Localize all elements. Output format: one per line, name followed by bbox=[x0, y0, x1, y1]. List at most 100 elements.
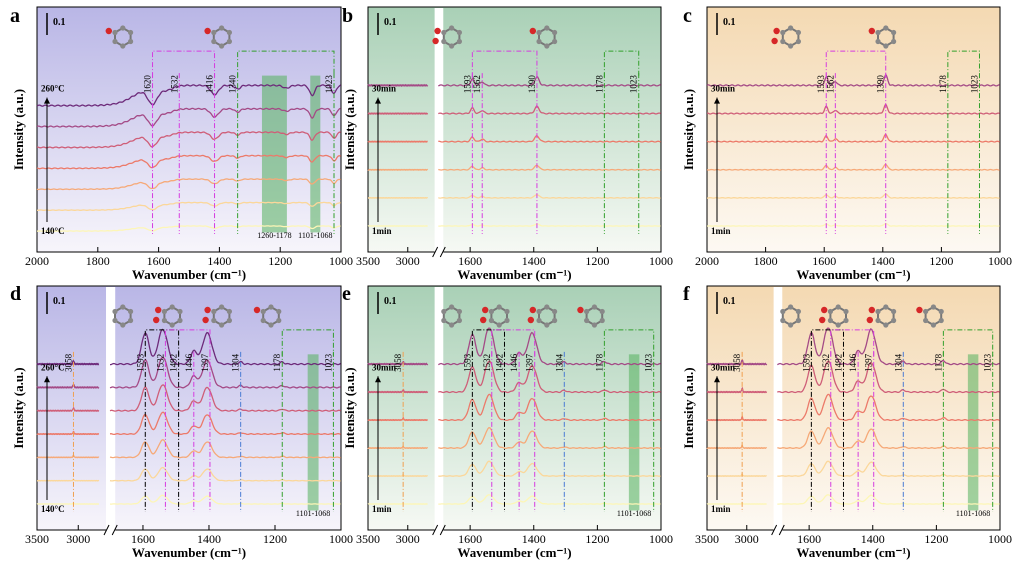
spectrum-line bbox=[438, 327, 661, 366]
scale-label: 0.1 bbox=[723, 296, 736, 307]
molecule-phenol bbox=[529, 25, 558, 49]
spectrum-line bbox=[777, 494, 1000, 505]
spectrum-line bbox=[109, 466, 341, 482]
molecule-oxygen bbox=[155, 306, 162, 314]
molecule-atom bbox=[496, 304, 502, 310]
molecule-atom bbox=[488, 317, 495, 324]
x-tick-label: 1000 bbox=[329, 532, 353, 546]
x-tick-label: 1600 bbox=[812, 254, 836, 268]
molecule-atom bbox=[536, 317, 542, 324]
x-tick-label: 2000 bbox=[25, 254, 49, 268]
x-tick-label: 2000 bbox=[695, 254, 719, 268]
x-tick-label: 1600 bbox=[147, 254, 171, 268]
molecule-atom bbox=[544, 43, 550, 49]
molecule-atom bbox=[112, 29, 118, 36]
x-tick-label: 1200 bbox=[585, 254, 609, 268]
spectrum-line bbox=[438, 223, 661, 227]
x-tick-label: 3000 bbox=[396, 532, 420, 546]
molecule-atom bbox=[456, 29, 462, 36]
molecule-atom bbox=[923, 317, 929, 324]
molecule-atom bbox=[226, 29, 232, 36]
molecule-oxygen bbox=[153, 316, 160, 324]
molecule-atom bbox=[120, 43, 126, 49]
x-tick-label: 1400 bbox=[871, 254, 895, 268]
series-start-label: 1min bbox=[711, 226, 731, 236]
x-tick-label: 1000 bbox=[988, 254, 1012, 268]
peak-label: 1178 bbox=[594, 353, 604, 371]
molecule-atom bbox=[441, 317, 447, 324]
spectrum-line bbox=[367, 112, 429, 115]
x-tick-label: 1000 bbox=[988, 532, 1012, 546]
molecule-atom bbox=[552, 317, 558, 324]
highlight-band bbox=[310, 75, 321, 233]
spectrum-line bbox=[438, 164, 661, 171]
spectrum-line bbox=[706, 222, 1000, 227]
axis-break-gap bbox=[773, 287, 783, 529]
plot-area bbox=[36, 6, 342, 253]
peak-label: 1446 bbox=[184, 353, 194, 372]
x-tick-label: 1200 bbox=[929, 254, 953, 268]
molecule-atom bbox=[591, 322, 598, 328]
y-axis-label: Intensity (a.u.) bbox=[11, 89, 26, 170]
y-axis-label: Intensity (a.u.) bbox=[681, 89, 696, 170]
group-bracket bbox=[491, 329, 536, 356]
x-tick-label: 1000 bbox=[329, 254, 353, 268]
molecule-benzaldehyde bbox=[105, 25, 134, 49]
molecule-atom bbox=[930, 304, 937, 310]
molecule-atom bbox=[875, 29, 881, 36]
spectrum-line bbox=[706, 358, 768, 366]
spectrum-line bbox=[36, 502, 99, 505]
plot-area bbox=[367, 6, 662, 253]
molecule-benzene bbox=[112, 304, 134, 328]
peak-label: 1023 bbox=[629, 75, 639, 94]
spectrum-line bbox=[438, 134, 661, 143]
x-tick-label: 3500 bbox=[25, 532, 49, 546]
axis-break-mask bbox=[106, 526, 116, 536]
molecule-phenol bbox=[253, 304, 282, 328]
x-axis-label: Wavenumber (cm⁻¹) bbox=[132, 267, 246, 282]
panel-letter: e bbox=[342, 283, 351, 305]
spectrum-line bbox=[367, 168, 429, 172]
molecule-atom bbox=[843, 317, 849, 324]
peak-label: 1593 bbox=[462, 75, 472, 94]
molecule-atom bbox=[496, 322, 502, 328]
spectrum-line bbox=[36, 178, 341, 191]
molecule-atom bbox=[780, 38, 786, 45]
molecule-oxygen bbox=[105, 27, 113, 35]
panel-a: 1260-1178 1101-1068 1620 1532 1416 1340 1023 0.… bbox=[10, 5, 353, 282]
molecule-atom bbox=[441, 29, 447, 36]
panel-b: 1593 1562 1390 1178 1023 0.1 30min 1min 3500 3000… bbox=[342, 5, 673, 282]
molecule-atom bbox=[219, 304, 225, 310]
peak-label: 1562 bbox=[825, 75, 835, 93]
molecule-oxygen bbox=[204, 306, 211, 314]
panel-letter: d bbox=[10, 283, 21, 305]
molecule-oxygen bbox=[202, 316, 209, 324]
molecule-atom bbox=[795, 29, 801, 36]
peak-label: 1390 bbox=[527, 75, 537, 94]
molecule-atom bbox=[268, 322, 274, 328]
spectrum-line bbox=[36, 84, 342, 107]
molecule-oxygen bbox=[527, 316, 535, 324]
peak-label: 1304 bbox=[893, 353, 903, 372]
peak-label: 1397 bbox=[864, 353, 874, 372]
peak-label: 1397 bbox=[525, 353, 535, 372]
molecule-atom bbox=[449, 304, 455, 310]
molecule-atom bbox=[441, 38, 447, 45]
peak-label: 1304 bbox=[231, 353, 241, 372]
x-tick-label: 1200 bbox=[268, 254, 292, 268]
molecule-atom bbox=[127, 29, 134, 36]
spectrum-line bbox=[109, 439, 341, 459]
molecule-atom bbox=[875, 38, 881, 45]
spectrum-line bbox=[777, 360, 1000, 394]
axis-break-gap bbox=[434, 287, 444, 529]
molecule-atom bbox=[127, 308, 134, 315]
group-bracket bbox=[144, 329, 180, 356]
molecule-atom bbox=[552, 38, 558, 45]
spectrum-line bbox=[438, 105, 661, 115]
series-start-label: 1min bbox=[372, 226, 392, 236]
peak-label: 3058 bbox=[393, 353, 403, 372]
x-tick-label: 1400 bbox=[197, 532, 221, 546]
group-bracket bbox=[281, 329, 334, 356]
x-axis-label: Wavenumber (cm⁻¹) bbox=[457, 545, 571, 560]
